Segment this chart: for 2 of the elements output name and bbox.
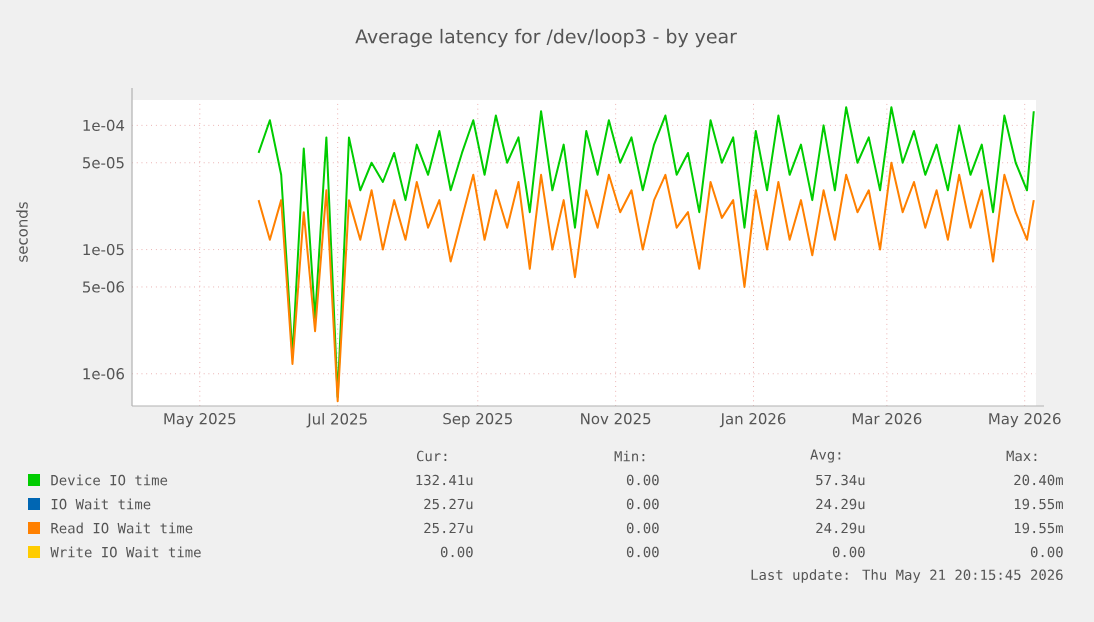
line-series bbox=[257, 161, 1035, 403]
chart-title: Average latency for /dev/loop3 - by year bbox=[355, 28, 737, 48]
